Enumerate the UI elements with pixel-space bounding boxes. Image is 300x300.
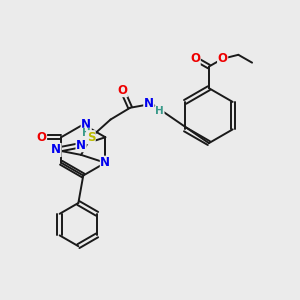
Text: O: O xyxy=(37,131,46,144)
Text: N: N xyxy=(144,97,154,110)
Text: S: S xyxy=(87,131,95,144)
Text: H: H xyxy=(155,106,164,116)
Text: N: N xyxy=(76,139,86,152)
Text: H: H xyxy=(82,128,91,138)
Text: O: O xyxy=(117,84,127,97)
Text: N: N xyxy=(81,118,91,131)
Text: N: N xyxy=(100,156,110,169)
Text: N: N xyxy=(51,143,61,157)
Text: O: O xyxy=(218,52,228,65)
Text: O: O xyxy=(190,52,200,65)
